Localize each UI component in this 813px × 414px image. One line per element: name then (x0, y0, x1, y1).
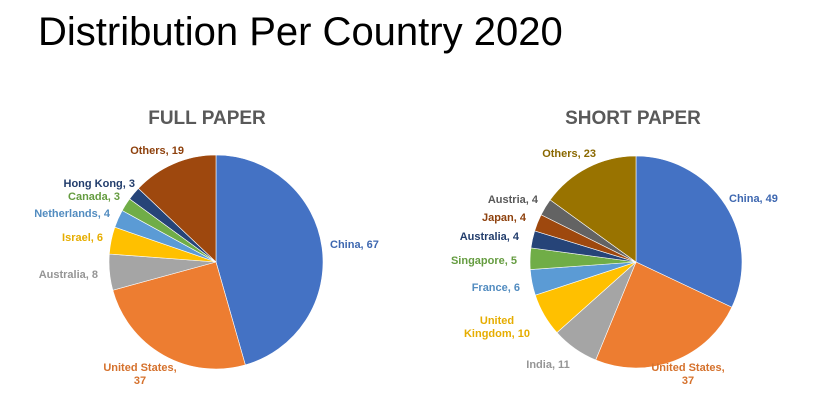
full-paper-slice-united-states (112, 261, 246, 370)
short-paper-slice-united-states (595, 261, 733, 369)
short-paper-label-japan: Japan, 4 (482, 212, 527, 224)
short-paper-slice-others (549, 155, 637, 263)
full-paper-chart-title: FULL PAPER (148, 108, 266, 129)
short-paper-label-india: India, 11 (526, 359, 569, 371)
short-paper-label-others: Others, 23 (542, 148, 596, 160)
short-paper-slices (529, 155, 743, 369)
full-paper-slice-china (215, 154, 324, 366)
short-paper-label-france: France, 6 (472, 282, 520, 294)
short-paper-label-singapore: Singapore, 5 (451, 255, 517, 267)
short-paper-label-austria: Austria, 4 (488, 194, 539, 206)
full-paper-slice-others (137, 154, 217, 263)
full-paper-label-others: Others, 19 (130, 145, 184, 157)
full-paper-pie-chart: FULL PAPER China, 67 United States, 37 Aust… (34, 108, 379, 387)
full-paper-label-netherlands: Netherlands, 4 (34, 208, 111, 220)
full-paper-label-united-states: United States, 37 (103, 362, 176, 387)
short-paper-chart-title: SHORT PAPER (565, 108, 701, 129)
short-paper-label-australia: Australia, 4 (460, 231, 520, 243)
full-paper-labels: China, 67 United States, 37 Australia, 8 Isr… (34, 145, 379, 387)
full-paper-label-israel: Israel, 6 (62, 232, 103, 244)
full-paper-label-australia: Australia, 8 (39, 269, 98, 281)
full-paper-label-hong-kong: Hong Kong, 3 (64, 178, 136, 190)
short-paper-pie-chart: SHORT PAPER China, 49 United States, 37 Ind… (451, 108, 778, 387)
short-paper-label-china: China, 49 (729, 193, 778, 205)
slide-title: Distribution Per Country 2020 (38, 10, 563, 54)
full-paper-slices (108, 154, 324, 370)
full-paper-label-canada: Canada, 3 (68, 191, 120, 203)
short-paper-labels: China, 49 United States, 37 India, 11 United… (451, 148, 778, 387)
short-paper-slice-china (635, 155, 743, 308)
short-paper-label-united-states: United States, 37 (651, 362, 724, 387)
short-paper-label-united-kingdom: United Kingdom, 10 (464, 315, 530, 340)
full-paper-label-china: China, 67 (330, 239, 379, 251)
